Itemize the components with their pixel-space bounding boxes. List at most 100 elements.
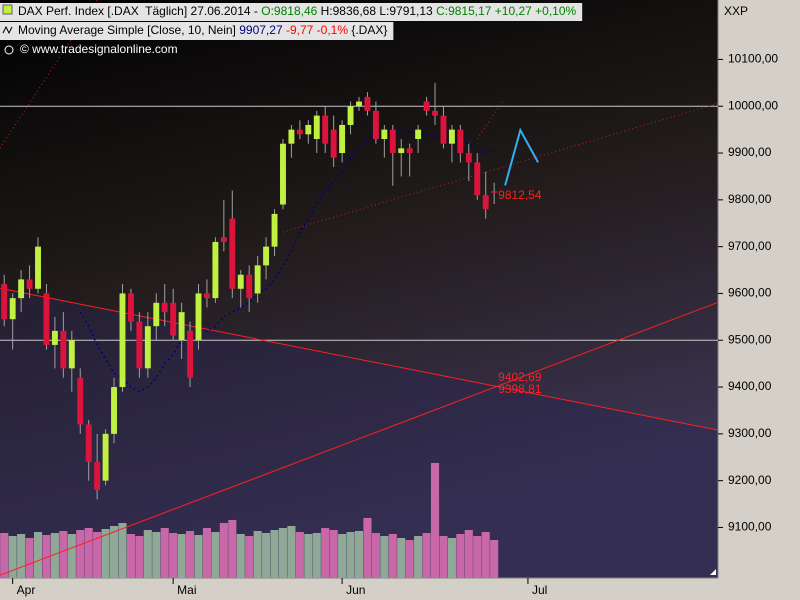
y-tick-label: 9300,00 <box>728 426 772 440</box>
y-tick-label: 9200,00 <box>728 473 772 487</box>
candle-body <box>448 129 455 144</box>
trend-line <box>0 301 719 576</box>
volume-bar <box>439 536 448 578</box>
candle-body <box>9 298 16 320</box>
candle-body <box>432 110 438 116</box>
volume-bar <box>59 531 68 578</box>
axis-label: XXP <box>724 4 748 18</box>
candle-body <box>246 274 253 299</box>
volume-bar <box>304 534 313 578</box>
trend-line <box>0 0 98 149</box>
y-tick-label: 9700,00 <box>728 239 772 253</box>
candle-body <box>136 321 143 369</box>
volume-bar <box>160 528 169 578</box>
candle-body <box>491 191 498 193</box>
y-tick-label: 10100,00 <box>728 52 778 66</box>
volume-bar <box>321 528 330 578</box>
candle-body <box>119 293 126 388</box>
price-label: 9812,54 <box>498 188 542 202</box>
volume-bar <box>169 533 178 578</box>
candle-body <box>68 340 75 369</box>
x-tick-label: Mai <box>177 583 196 597</box>
candle-body <box>26 279 33 289</box>
header-part: DAX Perf. Index [.DAX Täglich] 27.06.201… <box>18 4 261 18</box>
price-label: 9398,81 <box>498 382 542 396</box>
candle-body <box>178 312 185 341</box>
volume-bar <box>118 523 127 578</box>
candle-body <box>144 326 151 369</box>
volume-bar <box>329 530 338 578</box>
volume-bar <box>312 533 321 578</box>
candle-body <box>254 265 261 294</box>
header-part: C:9815,17 +10,27 +0,10% <box>436 4 576 18</box>
volume-bar <box>194 535 203 578</box>
volume-bar <box>456 534 465 578</box>
volume-bar <box>50 533 59 578</box>
y-axis-panel <box>718 0 800 600</box>
header-part: 9907,27 <box>239 23 283 37</box>
volume-bar <box>346 532 355 578</box>
volume-bar <box>152 532 161 578</box>
volume-bar <box>270 530 279 578</box>
volume-bar <box>245 536 254 578</box>
volume-bar <box>338 534 347 578</box>
candle-body <box>482 195 489 210</box>
candle-body <box>229 218 236 289</box>
volume-bar <box>93 532 102 578</box>
volume-bar <box>101 529 110 578</box>
candle-body <box>60 330 67 369</box>
volume-bar <box>228 520 237 578</box>
volume-bar <box>219 523 228 578</box>
y-tick-label: 9400,00 <box>728 379 772 393</box>
candle-body <box>305 124 312 135</box>
candle-body <box>313 115 320 140</box>
candle-body <box>415 129 422 140</box>
volume-bar <box>354 531 364 578</box>
volume-bar <box>186 531 195 578</box>
candle-body <box>406 148 413 154</box>
candle-body <box>330 129 337 158</box>
volume-bar <box>236 534 245 578</box>
volume-bar <box>262 533 271 578</box>
volume-bar <box>177 534 186 578</box>
candle-body <box>237 274 244 289</box>
volume-bar <box>464 530 473 578</box>
candle-body <box>381 129 388 140</box>
series-icon <box>2 4 13 15</box>
candle-body <box>220 237 227 242</box>
volume-bar <box>371 533 380 578</box>
candle-body <box>195 293 202 341</box>
volume-bar <box>388 534 397 578</box>
candle-body <box>280 143 286 205</box>
header-background <box>0 3 583 21</box>
x-tick-label: Jul <box>532 583 547 597</box>
candle-body <box>187 330 194 378</box>
candle-body <box>364 96 371 111</box>
volume-bar <box>143 530 152 578</box>
candle-body <box>339 124 346 154</box>
candle-body <box>322 115 329 144</box>
copyright: © www.tradesignalonline.com <box>20 42 178 56</box>
candle-body <box>389 129 396 154</box>
y-tick-label: 9500,00 <box>728 332 772 346</box>
candle-body <box>127 293 134 322</box>
candle-body <box>465 153 472 163</box>
candle-body <box>457 129 464 154</box>
y-tick-label: 9600,00 <box>728 286 772 300</box>
volume-bar <box>397 538 406 578</box>
candle-body <box>440 115 447 144</box>
volume-bar <box>278 528 288 578</box>
candle-body <box>51 330 58 345</box>
header-part: {.DAX} <box>348 23 387 37</box>
scroll-arrow[interactable] <box>710 569 716 575</box>
candle-body <box>161 302 168 313</box>
candle-body <box>271 213 278 247</box>
header-part: H:9836,68 L:9791,13 <box>317 4 436 18</box>
candle-body <box>423 101 430 111</box>
copyright-icon <box>4 45 14 55</box>
volume-bar <box>0 533 9 578</box>
candle-body <box>85 424 92 462</box>
shaded-region <box>0 288 718 578</box>
